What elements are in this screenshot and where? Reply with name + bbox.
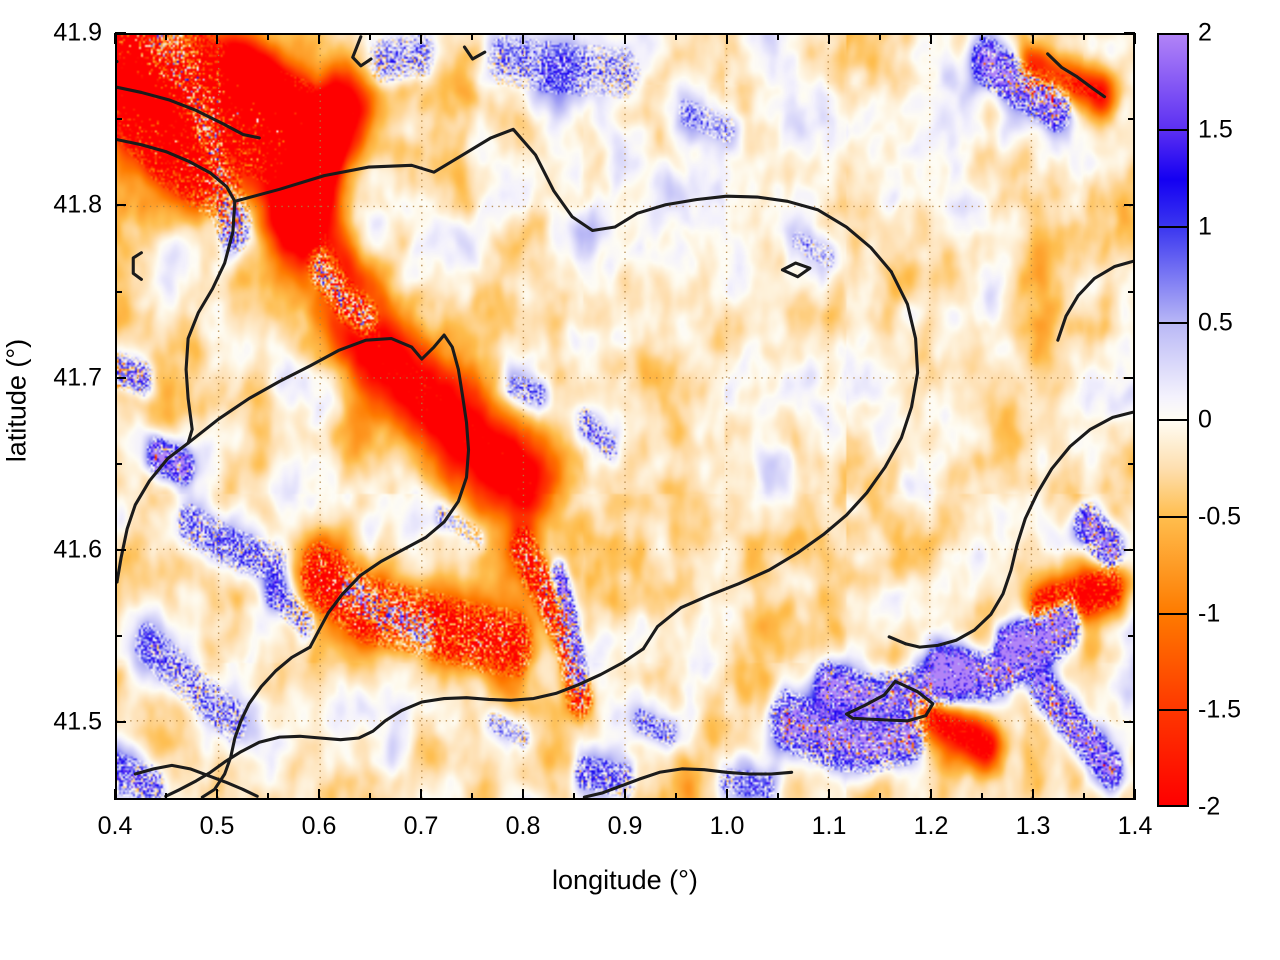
gridlines (117, 35, 1133, 798)
x-tick-top (165, 33, 167, 40)
x-tick-top (420, 33, 422, 44)
x-tick-label: 0.7 (403, 812, 439, 840)
x-tick-major (1134, 789, 1136, 800)
x-tick-label: 0.5 (199, 812, 235, 840)
x-tick-major (216, 789, 218, 800)
x-tick-major (1032, 789, 1034, 800)
x-tick-label: 0.6 (301, 812, 337, 840)
x-tick-minor (369, 793, 371, 800)
colorbar-tick (1157, 515, 1189, 518)
x-tick-major (522, 789, 524, 800)
colorbar-tick (1157, 225, 1189, 228)
x-tick-top (1083, 33, 1085, 40)
y-tick-major (115, 204, 126, 207)
colorbar-tick-label: 1 (1198, 212, 1212, 240)
x-tick-major (420, 789, 422, 800)
x-tick-minor (573, 793, 575, 800)
y-tick-right (1124, 32, 1135, 34)
x-tick-label: 1.0 (709, 812, 745, 840)
x-tick-top (828, 33, 830, 44)
y-tick-label: 41.9 (53, 18, 102, 47)
x-tick-top (369, 33, 371, 40)
x-tick-top (1134, 33, 1136, 44)
y-tick-label: 41.7 (53, 363, 102, 392)
x-tick-top (522, 33, 524, 44)
x-tick-top (216, 33, 218, 44)
x-tick-minor (777, 793, 779, 800)
x-tick-label: 0.4 (97, 812, 133, 840)
y-tick-minor (115, 462, 122, 465)
x-tick-top (114, 33, 116, 44)
x-tick-label: 1.1 (811, 812, 847, 840)
colorbar-tick-label: -0.5 (1198, 502, 1242, 531)
colorbar-tick-label: 2 (1198, 18, 1212, 47)
y-axis-title: latitude (°) (1, 338, 32, 463)
x-tick-major (726, 789, 728, 800)
y-tick-right (1128, 462, 1135, 465)
x-tick-top (573, 33, 575, 40)
x-tick-minor (165, 793, 167, 800)
x-tick-top (777, 33, 779, 40)
plot-area (115, 33, 1135, 800)
x-tick-label: 1.4 (1117, 812, 1153, 840)
y-tick-label: 41.6 (53, 535, 102, 564)
x-axis-title: longitude (°) (552, 865, 698, 895)
colorbar-tick-label: -1.5 (1198, 695, 1242, 724)
y-tick-right (1124, 549, 1135, 552)
colorbar-tick (1157, 419, 1189, 421)
x-tick-minor (1083, 793, 1085, 800)
x-tick-top (981, 33, 983, 40)
x-tick-minor (879, 793, 881, 800)
x-tick-top (267, 33, 269, 40)
y-tick-label: 41.5 (53, 707, 102, 736)
colorbar-tick-label: 1.5 (1198, 115, 1233, 144)
y-tick-right (1128, 118, 1135, 121)
colorbar-tick (1157, 709, 1189, 712)
x-tick-top (726, 33, 728, 44)
y-tick-right (1124, 721, 1135, 724)
x-tick-label: 1.3 (1015, 812, 1051, 840)
y-tick-minor (115, 290, 122, 293)
y-tick-major (115, 549, 126, 552)
y-tick-minor (115, 635, 122, 638)
y-tick-right (1124, 376, 1135, 379)
y-tick-label: 41.8 (53, 190, 102, 219)
x-tick-top (471, 33, 473, 40)
colorbar-tick-label: 0 (1198, 405, 1212, 434)
colorbar-tick (1157, 612, 1189, 615)
colorbar-tick (1157, 322, 1189, 325)
x-tick-minor (981, 793, 983, 800)
x-tick-major (930, 789, 932, 800)
x-tick-top (930, 33, 932, 44)
y-tick-major (115, 376, 126, 379)
x-tick-top (879, 33, 881, 40)
x-tick-top (624, 33, 626, 44)
x-tick-major (828, 789, 830, 800)
colorbar-tick (1157, 128, 1189, 131)
contour-lines (117, 35, 1133, 798)
x-tick-top (675, 33, 677, 40)
x-tick-label: 0.9 (607, 812, 643, 840)
colorbar-tick-label: -2 (1198, 792, 1221, 821)
x-tick-minor (471, 793, 473, 800)
x-tick-major (624, 789, 626, 800)
y-tick-right (1128, 290, 1135, 293)
y-tick-right (1128, 635, 1135, 638)
x-tick-major (318, 789, 320, 800)
x-tick-top (1032, 33, 1034, 44)
x-tick-minor (675, 793, 677, 800)
x-tick-label: 0.8 (505, 812, 541, 840)
y-tick-major (115, 721, 126, 724)
y-tick-minor (115, 118, 122, 121)
x-tick-minor (267, 793, 269, 800)
x-tick-major (114, 789, 116, 800)
colorbar-tick-label: 0.5 (1198, 308, 1233, 337)
colorbar-tick-label: -1 (1198, 599, 1221, 627)
x-tick-top (318, 33, 320, 44)
x-tick-label: 1.2 (913, 812, 949, 840)
y-tick-right (1124, 204, 1135, 207)
y-tick-major (115, 32, 126, 34)
